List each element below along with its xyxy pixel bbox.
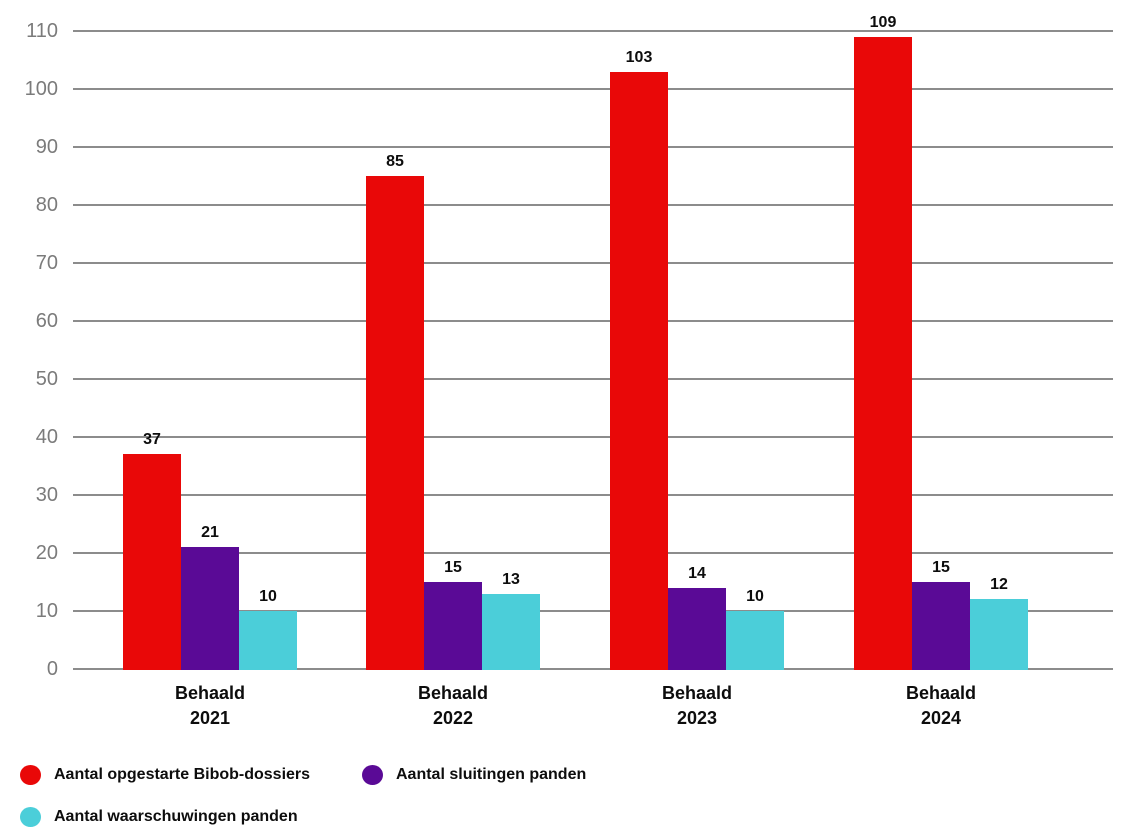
x-axis-category-label: Behaald 2022 bbox=[353, 681, 553, 731]
legend-label: Aantal waarschuwingen panden bbox=[54, 808, 298, 825]
category-line2: 2023 bbox=[676, 708, 718, 728]
legend-item: Aantal sluitingen panden bbox=[362, 764, 586, 786]
category-line2: 2021 bbox=[189, 708, 231, 728]
legend-label: Aantal opgestarte Bibob-dossiers bbox=[54, 766, 311, 783]
legend-item: Aantal waarschuwingen panden bbox=[20, 806, 298, 828]
legend-label: Aantal sluitingen panden bbox=[396, 766, 587, 783]
y-axis-tick-label: 80 bbox=[35, 194, 58, 216]
bar-bibob-dossiers bbox=[123, 454, 181, 670]
x-axis-category-label: Behaald 2023 bbox=[597, 681, 797, 731]
y-axis-tick-label: 10 bbox=[35, 600, 58, 622]
bar-waarschuwingen-panden bbox=[970, 599, 1028, 670]
gridline bbox=[73, 378, 1113, 380]
gridline bbox=[73, 30, 1113, 32]
category-line1: Behaald bbox=[661, 683, 733, 703]
bar-value-label: 12 bbox=[990, 576, 1008, 594]
bar-waarschuwingen-panden bbox=[726, 611, 784, 670]
legend-swatch-icon bbox=[20, 807, 41, 827]
bar-value-label: 13 bbox=[502, 570, 520, 588]
bar-sluitingen-panden bbox=[181, 547, 239, 670]
gridline bbox=[73, 262, 1113, 264]
y-axis-tick-label: 20 bbox=[35, 542, 58, 564]
category-line1: Behaald bbox=[174, 683, 246, 703]
gridline bbox=[73, 146, 1113, 148]
bar-sluitingen-panden bbox=[668, 587, 726, 670]
bar-value-label: 14 bbox=[688, 564, 706, 582]
bar-value-label: 85 bbox=[386, 153, 404, 170]
gridline bbox=[73, 320, 1113, 322]
y-axis-tick-label: 50 bbox=[35, 368, 58, 390]
bar-value-label: 37 bbox=[143, 431, 161, 449]
x-axis-category-label: Behaald 2021 bbox=[110, 681, 310, 731]
legend-item: Aantal opgestarte Bibob-dossiers bbox=[20, 764, 310, 786]
bar-value-label: 15 bbox=[932, 559, 950, 576]
y-axis-tick-label: 70 bbox=[35, 252, 58, 274]
category-line1: Behaald bbox=[417, 683, 489, 703]
bar-waarschuwingen-panden bbox=[482, 593, 540, 670]
x-axis-category-label: Behaald 2024 bbox=[841, 681, 1041, 731]
bar-value-label: 103 bbox=[625, 48, 653, 66]
gridline bbox=[73, 668, 1113, 670]
gridline bbox=[73, 552, 1113, 554]
category-line2: 2022 bbox=[432, 708, 474, 728]
gridline bbox=[73, 610, 1113, 612]
legend-swatch-icon bbox=[20, 765, 41, 785]
gridline bbox=[73, 204, 1113, 206]
y-axis-tick-label: 40 bbox=[35, 426, 58, 448]
legend-swatch-icon bbox=[362, 765, 383, 785]
y-axis-tick-label: 60 bbox=[35, 310, 58, 332]
y-axis-tick-label: 90 bbox=[35, 136, 58, 158]
bar-waarschuwingen-panden bbox=[239, 611, 297, 670]
gridline bbox=[73, 436, 1113, 438]
bar-value-label: 15 bbox=[444, 559, 462, 576]
category-line1: Behaald bbox=[905, 683, 977, 703]
y-axis-tick-label: 100 bbox=[24, 78, 58, 100]
bar-bibob-dossiers bbox=[610, 71, 668, 670]
bar-value-label: 21 bbox=[201, 524, 219, 542]
y-axis-tick-label: 110 bbox=[26, 20, 58, 42]
y-axis-tick-label: 30 bbox=[35, 484, 58, 506]
bar-bibob-dossiers bbox=[366, 176, 424, 670]
gridline bbox=[73, 494, 1113, 496]
y-axis-tick-label: 0 bbox=[46, 658, 58, 680]
bar-sluitingen-panden bbox=[912, 582, 970, 670]
bar-value-label: 10 bbox=[746, 588, 764, 605]
bar-bibob-dossiers bbox=[854, 36, 912, 670]
bar-sluitingen-panden bbox=[424, 582, 482, 670]
gridline bbox=[73, 88, 1113, 90]
category-line2: 2024 bbox=[920, 708, 962, 728]
bar-value-label: 109 bbox=[869, 13, 897, 31]
bar-value-label: 10 bbox=[259, 588, 277, 605]
